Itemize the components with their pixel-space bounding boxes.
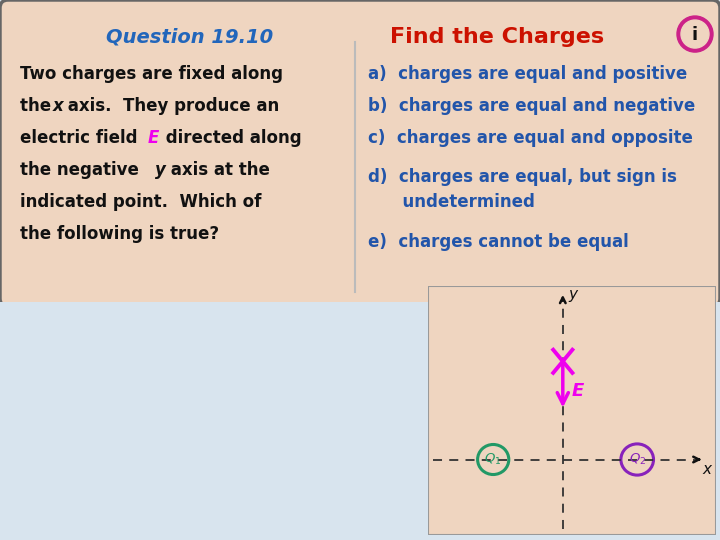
Text: electric field: electric field: [20, 129, 143, 147]
Circle shape: [681, 20, 709, 48]
Text: axis at the: axis at the: [165, 161, 270, 179]
Text: a)  charges are equal and positive: a) charges are equal and positive: [368, 65, 688, 83]
Text: y: y: [155, 161, 166, 179]
Text: $Q_1$: $Q_1$: [485, 452, 502, 467]
Text: d)  charges are equal, but sign is: d) charges are equal, but sign is: [368, 168, 677, 186]
Text: E: E: [572, 382, 584, 400]
Text: undetermined: undetermined: [368, 193, 535, 211]
Text: b)  charges are equal and negative: b) charges are equal and negative: [368, 97, 696, 115]
Text: E: E: [148, 129, 159, 147]
Text: Two charges are fixed along: Two charges are fixed along: [20, 65, 283, 83]
Text: e)  charges cannot be equal: e) charges cannot be equal: [368, 233, 629, 251]
Text: x: x: [53, 97, 64, 115]
FancyBboxPatch shape: [0, 0, 720, 306]
Text: Find the Charges: Find the Charges: [390, 27, 604, 47]
Circle shape: [677, 16, 713, 52]
Text: $Q_2$: $Q_2$: [629, 452, 646, 467]
Text: axis.  They produce an: axis. They produce an: [62, 97, 279, 115]
Text: the negative: the negative: [20, 161, 145, 179]
Text: the: the: [20, 97, 57, 115]
Text: c)  charges are equal and opposite: c) charges are equal and opposite: [368, 129, 693, 147]
Text: Question 19.10: Question 19.10: [107, 28, 274, 46]
Text: y: y: [569, 287, 578, 302]
Text: the following is true?: the following is true?: [20, 225, 219, 244]
Text: i: i: [692, 26, 698, 44]
Text: x: x: [702, 462, 711, 477]
Text: directed along: directed along: [160, 129, 302, 147]
FancyBboxPatch shape: [428, 286, 716, 535]
Text: indicated point.  Which of: indicated point. Which of: [20, 193, 261, 211]
